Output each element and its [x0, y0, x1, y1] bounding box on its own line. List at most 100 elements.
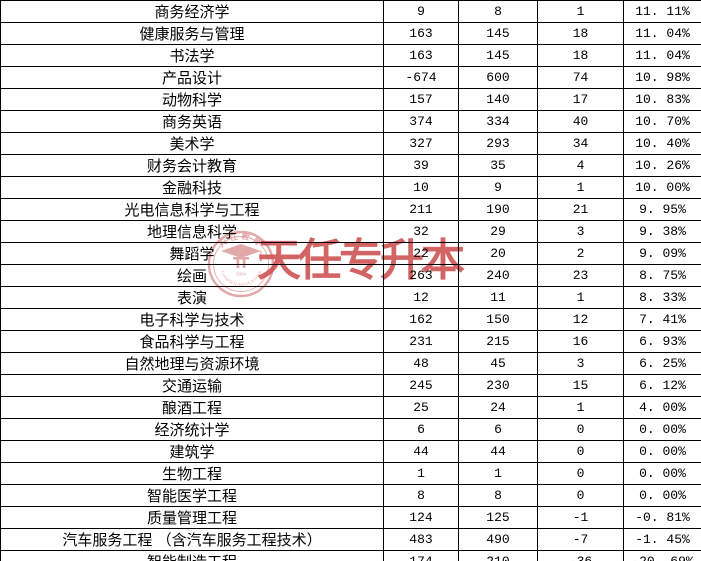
- count-b-cell: 145: [458, 44, 538, 67]
- table-row: 表演 12 11 1 8. 33%: [0, 286, 701, 309]
- table-row: 地理信息科学 32 29 3 9. 38%: [0, 220, 701, 243]
- table-row: 经济统计学 6 6 0 0. 00%: [0, 418, 701, 441]
- count-a-cell: 231: [383, 330, 459, 353]
- count-a-cell: -674: [383, 66, 459, 89]
- diff-cell: 4: [537, 154, 624, 177]
- table-row: 金融科技 10 9 1 10. 00%: [0, 176, 701, 199]
- count-a-cell: 32: [383, 220, 459, 243]
- count-a-cell: 483: [383, 528, 459, 551]
- diff-cell: 2: [537, 242, 624, 265]
- count-a-cell: 163: [383, 44, 459, 67]
- major-name-cell: 书法学: [0, 44, 384, 67]
- count-b-cell: 6: [458, 418, 538, 441]
- count-b-cell: 11: [458, 286, 538, 309]
- pct-cell: 10. 00%: [623, 176, 701, 199]
- pct-cell: 9. 95%: [623, 198, 701, 221]
- diff-cell: 1: [537, 0, 624, 23]
- diff-cell: 1: [537, 396, 624, 419]
- major-name-cell: 建筑学: [0, 440, 384, 463]
- major-name-cell: 健康服务与管理: [0, 22, 384, 45]
- major-name-cell: 酿酒工程: [0, 396, 384, 419]
- diff-cell: 3: [537, 220, 624, 243]
- count-a-cell: 163: [383, 22, 459, 45]
- major-name-cell: 地理信息科学: [0, 220, 384, 243]
- table-row: 健康服务与管理 163 145 18 11. 04%: [0, 22, 701, 45]
- count-b-cell: 230: [458, 374, 538, 397]
- pct-cell: 0. 00%: [623, 462, 701, 485]
- major-name-cell: 动物科学: [0, 88, 384, 111]
- count-a-cell: 12: [383, 286, 459, 309]
- diff-cell: 1: [537, 286, 624, 309]
- count-b-cell: 215: [458, 330, 538, 353]
- major-name-cell: 舞蹈学: [0, 242, 384, 265]
- pct-cell: 10. 98%: [623, 66, 701, 89]
- count-b-cell: 490: [458, 528, 538, 551]
- pct-cell: 11. 11%: [623, 0, 701, 23]
- major-name-cell: 电子科学与技术: [0, 308, 384, 331]
- major-name-cell: 产品设计: [0, 66, 384, 89]
- major-name-cell: 自然地理与资源环境: [0, 352, 384, 375]
- count-b-cell: 210: [458, 550, 538, 561]
- table-row: 汽车服务工程 （含汽车服务工程技术） 483 490 -7 -1. 45%: [0, 528, 701, 551]
- count-a-cell: 44: [383, 440, 459, 463]
- table-row: 食品科学与工程 231 215 16 6. 93%: [0, 330, 701, 353]
- count-a-cell: 8: [383, 484, 459, 507]
- pct-cell: 0. 00%: [623, 440, 701, 463]
- major-name-cell: 商务经济学: [0, 0, 384, 23]
- diff-cell: 0: [537, 462, 624, 485]
- diff-cell: 0: [537, 418, 624, 441]
- pct-cell: 8. 33%: [623, 286, 701, 309]
- pct-cell: 11. 04%: [623, 44, 701, 67]
- pct-cell: 10. 83%: [623, 88, 701, 111]
- table-row: 商务经济学 9 8 1 11. 11%: [0, 0, 701, 23]
- table-row: 光电信息科学与工程 211 190 21 9. 95%: [0, 198, 701, 221]
- major-name-cell: 商务英语: [0, 110, 384, 133]
- count-a-cell: 263: [383, 264, 459, 287]
- diff-cell: 12: [537, 308, 624, 331]
- table-row: 美术学 327 293 34 10. 40%: [0, 132, 701, 155]
- pct-cell: 10. 40%: [623, 132, 701, 155]
- count-a-cell: 157: [383, 88, 459, 111]
- count-a-cell: 39: [383, 154, 459, 177]
- major-name-cell: 质量管理工程: [0, 506, 384, 529]
- pct-cell: 8. 75%: [623, 264, 701, 287]
- diff-cell: 34: [537, 132, 624, 155]
- count-b-cell: 35: [458, 154, 538, 177]
- major-name-cell: 汽车服务工程 （含汽车服务工程技术）: [0, 528, 384, 551]
- count-b-cell: 125: [458, 506, 538, 529]
- count-b-cell: 29: [458, 220, 538, 243]
- major-name-cell: 美术学: [0, 132, 384, 155]
- count-b-cell: 190: [458, 198, 538, 221]
- major-name-cell: 绘画: [0, 264, 384, 287]
- diff-cell: 0: [537, 440, 624, 463]
- major-name-cell: 生物工程: [0, 462, 384, 485]
- diff-cell: 18: [537, 22, 624, 45]
- pct-cell: 9. 38%: [623, 220, 701, 243]
- count-a-cell: 124: [383, 506, 459, 529]
- pct-cell: 9. 09%: [623, 242, 701, 265]
- diff-cell: 23: [537, 264, 624, 287]
- count-b-cell: 150: [458, 308, 538, 331]
- pct-cell: 10. 26%: [623, 154, 701, 177]
- major-name-cell: 交通运输: [0, 374, 384, 397]
- count-a-cell: 327: [383, 132, 459, 155]
- count-b-cell: 8: [458, 0, 538, 23]
- count-a-cell: 245: [383, 374, 459, 397]
- count-b-cell: 9: [458, 176, 538, 199]
- diff-cell: 74: [537, 66, 624, 89]
- table-row: 财务会计教育 39 35 4 10. 26%: [0, 154, 701, 177]
- diff-cell: 17: [537, 88, 624, 111]
- count-b-cell: 334: [458, 110, 538, 133]
- pct-cell: 6. 25%: [623, 352, 701, 375]
- diff-cell: 40: [537, 110, 624, 133]
- pct-cell: 6. 93%: [623, 330, 701, 353]
- count-b-cell: 8: [458, 484, 538, 507]
- count-a-cell: 1: [383, 462, 459, 485]
- table-row: 绘画 263 240 23 8. 75%: [0, 264, 701, 287]
- major-name-cell: 食品科学与工程: [0, 330, 384, 353]
- table-row: 建筑学 44 44 0 0. 00%: [0, 440, 701, 463]
- major-name-cell: 经济统计学: [0, 418, 384, 441]
